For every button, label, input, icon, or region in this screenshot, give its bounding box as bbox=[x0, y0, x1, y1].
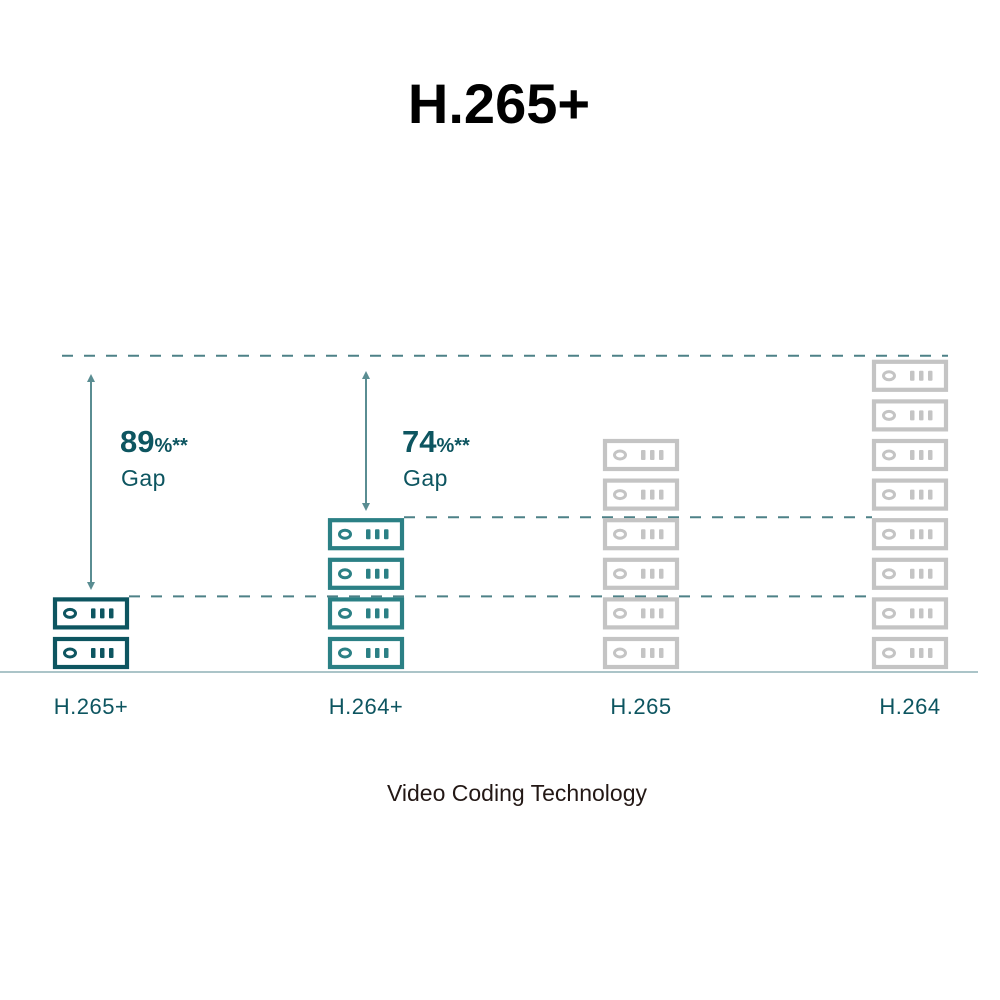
gap-arrow bbox=[87, 374, 95, 590]
chart-title: H.265+ bbox=[408, 72, 590, 135]
server-icon bbox=[871, 399, 949, 432]
gap-percent: 89 bbox=[120, 424, 154, 459]
category-label: H.264+ bbox=[329, 694, 404, 719]
server-icon bbox=[602, 438, 680, 472]
gap-label: Gap bbox=[403, 465, 448, 491]
category-label: H.265+ bbox=[54, 694, 129, 719]
server-icon bbox=[871, 597, 949, 630]
server-icon bbox=[871, 438, 949, 472]
server-icon bbox=[327, 597, 405, 630]
category-label: H.264 bbox=[879, 694, 940, 719]
server-icon bbox=[52, 597, 130, 630]
gap-arrow bbox=[362, 371, 370, 511]
server-icon bbox=[602, 636, 680, 670]
category-labels: H.265+ H.264+ H.265 H.264 bbox=[54, 694, 940, 719]
gap-suffix: %** bbox=[436, 435, 470, 457]
gap-value: 74%** bbox=[402, 424, 470, 459]
server-stack-h264 bbox=[871, 359, 949, 670]
gap-value: 89%** bbox=[120, 424, 188, 459]
server-stack-h265 bbox=[602, 438, 680, 670]
server-icon bbox=[52, 636, 130, 670]
gap-label: Gap bbox=[121, 465, 166, 491]
annotation-h265plus: 89%** Gap bbox=[120, 424, 188, 491]
server-icon bbox=[871, 636, 949, 670]
gap-percent: 74 bbox=[402, 424, 437, 459]
server-icon bbox=[602, 518, 680, 551]
x-axis-label: Video Coding Technology bbox=[387, 780, 648, 806]
server-icon bbox=[327, 518, 405, 551]
server-icon bbox=[602, 597, 680, 630]
guide-lines bbox=[62, 354, 948, 598]
server-stack-h265 bbox=[52, 597, 130, 670]
category-label: H.265 bbox=[610, 694, 671, 719]
annotation-h264plus: 74%** Gap bbox=[402, 424, 470, 491]
server-icon bbox=[327, 636, 405, 670]
server-stacks bbox=[52, 359, 949, 670]
server-icon bbox=[871, 518, 949, 551]
server-icon bbox=[602, 557, 680, 590]
server-icon bbox=[602, 478, 680, 511]
gap-suffix: %** bbox=[154, 435, 188, 457]
server-icon bbox=[327, 557, 405, 590]
server-icon bbox=[871, 359, 949, 392]
server-icon bbox=[871, 557, 949, 590]
server-icon bbox=[871, 478, 949, 511]
server-stack-h264 bbox=[327, 518, 405, 670]
